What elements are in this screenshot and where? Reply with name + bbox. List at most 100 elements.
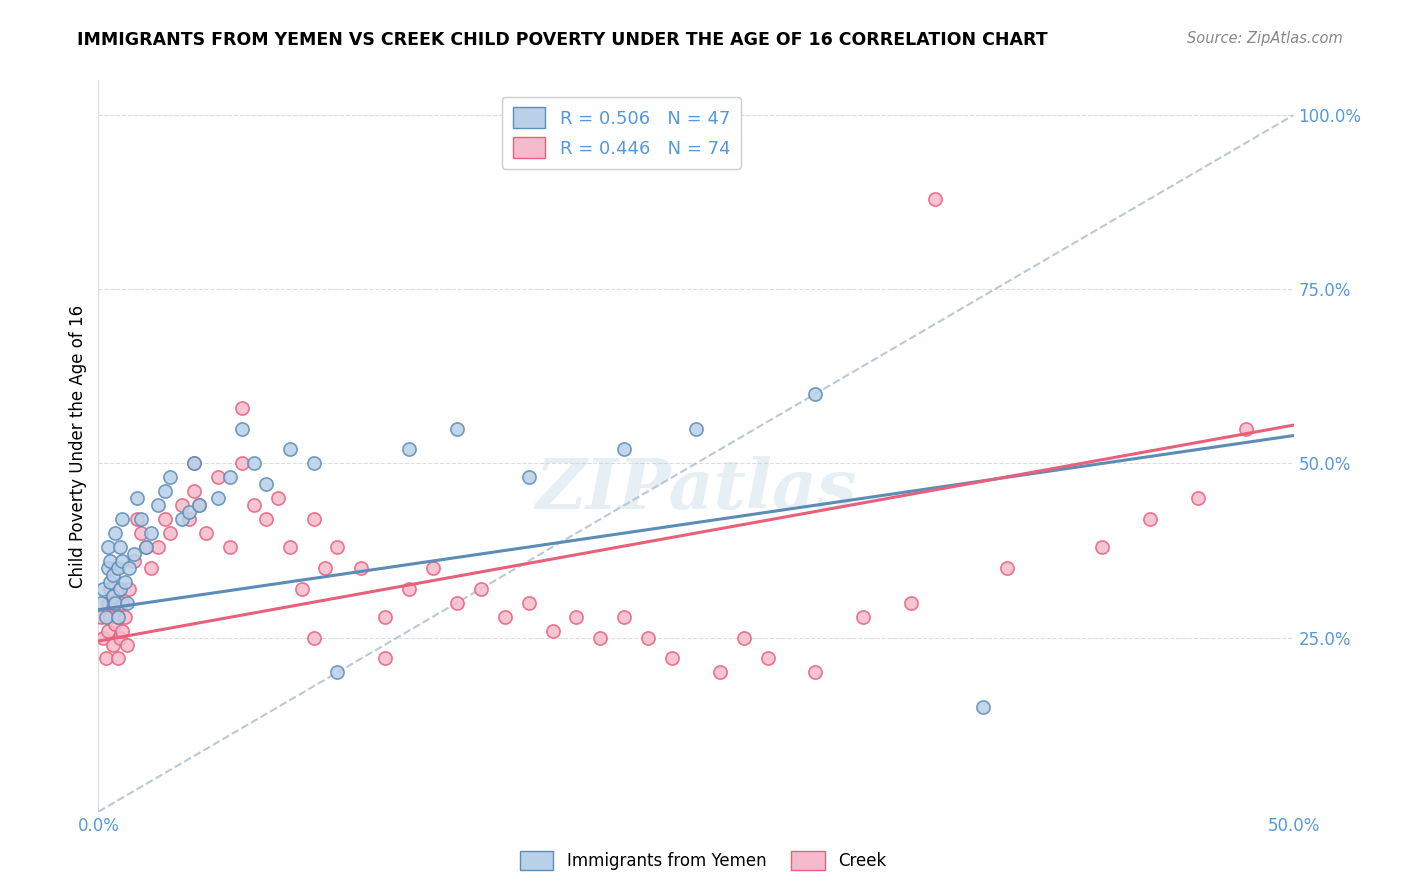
Point	[135, 540, 157, 554]
Point	[139, 526, 162, 541]
Point	[254, 477, 277, 491]
Point	[733, 631, 755, 645]
Point	[125, 491, 148, 506]
Point	[155, 484, 177, 499]
Point	[108, 631, 131, 645]
Point	[111, 624, 134, 638]
Point	[326, 665, 349, 680]
Point	[104, 561, 127, 575]
Point	[231, 421, 253, 435]
Point	[135, 540, 157, 554]
Point	[124, 554, 146, 568]
Point	[183, 457, 205, 471]
Point	[924, 192, 946, 206]
Point	[187, 498, 209, 512]
Point	[278, 540, 301, 554]
Point	[219, 540, 242, 554]
Point	[91, 582, 114, 596]
Point	[326, 540, 349, 554]
Point	[91, 631, 114, 645]
Point	[104, 596, 127, 610]
Point	[111, 554, 134, 568]
Point	[107, 651, 129, 665]
Point	[243, 457, 266, 471]
Point	[1139, 512, 1161, 526]
Point	[108, 540, 131, 554]
Point	[470, 582, 492, 596]
Point	[101, 596, 124, 610]
Point	[374, 609, 396, 624]
Point	[98, 574, 122, 589]
Point	[291, 582, 314, 596]
Point	[613, 609, 636, 624]
Point	[101, 638, 124, 652]
Point	[422, 561, 444, 575]
Point	[900, 596, 922, 610]
Point	[94, 609, 117, 624]
Point	[302, 512, 325, 526]
Point	[756, 651, 779, 665]
Point	[302, 631, 325, 645]
Point	[1091, 540, 1114, 554]
Point	[172, 512, 194, 526]
Point	[159, 470, 181, 484]
Point	[254, 512, 277, 526]
Point	[155, 512, 177, 526]
Point	[115, 638, 138, 652]
Point	[124, 547, 146, 561]
Point	[148, 540, 170, 554]
Point	[231, 401, 253, 415]
Point	[804, 386, 827, 401]
Point	[97, 540, 120, 554]
Point	[118, 561, 141, 575]
Point	[104, 616, 127, 631]
Point	[207, 470, 229, 484]
Point	[709, 665, 731, 680]
Legend: Immigrants from Yemen, Creek: Immigrants from Yemen, Creek	[513, 844, 893, 877]
Y-axis label: Child Poverty Under the Age of 16: Child Poverty Under the Age of 16	[69, 304, 87, 588]
Point	[101, 567, 124, 582]
Point	[589, 631, 612, 645]
Point	[97, 561, 120, 575]
Point	[350, 561, 373, 575]
Point	[118, 582, 141, 596]
Point	[1234, 421, 1257, 435]
Point	[207, 491, 229, 506]
Point	[278, 442, 301, 457]
Point	[98, 609, 122, 624]
Legend: R = 0.506   N = 47, R = 0.446   N = 74: R = 0.506 N = 47, R = 0.446 N = 74	[502, 96, 741, 169]
Point	[97, 596, 120, 610]
Point	[94, 651, 117, 665]
Point	[398, 582, 420, 596]
Point	[804, 665, 827, 680]
Point	[446, 596, 468, 610]
Point	[97, 624, 120, 638]
Point	[517, 596, 540, 610]
Point	[108, 582, 131, 596]
Text: IMMIGRANTS FROM YEMEN VS CREEK CHILD POVERTY UNDER THE AGE OF 16 CORRELATION CHA: IMMIGRANTS FROM YEMEN VS CREEK CHILD POV…	[77, 31, 1047, 49]
Point	[243, 498, 266, 512]
Point	[115, 596, 138, 610]
Point	[374, 651, 396, 665]
Point	[104, 526, 127, 541]
Point	[852, 609, 875, 624]
Point	[1187, 491, 1209, 506]
Point	[125, 512, 148, 526]
Point	[231, 457, 253, 471]
Point	[494, 609, 516, 624]
Point	[111, 596, 134, 610]
Point	[565, 609, 588, 624]
Point	[613, 442, 636, 457]
Point	[98, 582, 122, 596]
Point	[972, 700, 994, 714]
Point	[148, 498, 170, 512]
Point	[315, 561, 337, 575]
Point	[398, 442, 420, 457]
Point	[183, 457, 205, 471]
Point	[107, 609, 129, 624]
Point	[637, 631, 659, 645]
Point	[114, 574, 136, 589]
Point	[179, 505, 201, 519]
Text: ZIPatlas: ZIPatlas	[536, 456, 856, 524]
Point	[661, 651, 683, 665]
